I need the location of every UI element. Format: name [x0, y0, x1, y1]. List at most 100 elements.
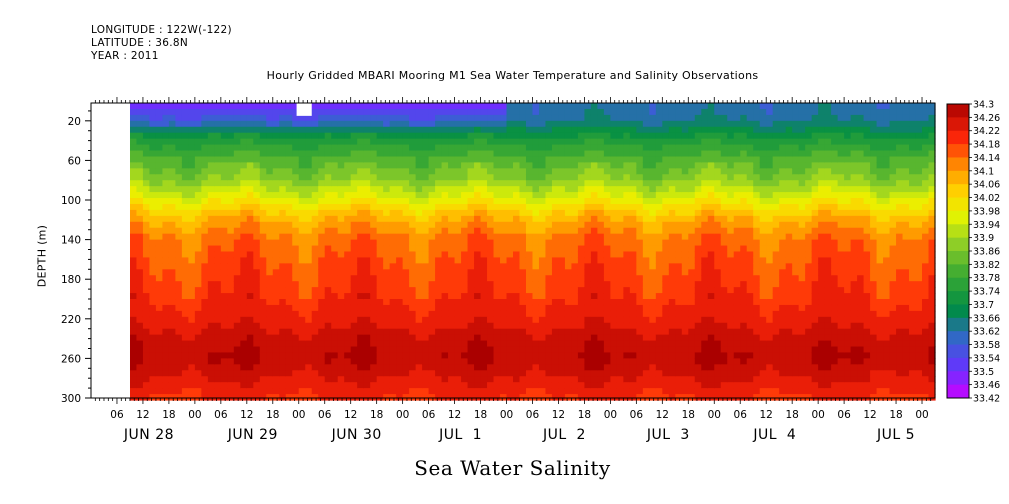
heatmap-cell	[629, 358, 637, 365]
heatmap-cell	[623, 215, 631, 223]
heatmap-cell	[227, 245, 235, 253]
heatmap-cell	[506, 275, 514, 282]
heatmap-cell	[129, 328, 138, 336]
heatmap-cell	[331, 192, 339, 199]
heatmap-cell	[532, 103, 540, 110]
heatmap-cell	[597, 340, 605, 348]
heatmap-cell	[227, 120, 235, 128]
heatmap-cell	[201, 370, 209, 377]
heatmap-cell	[766, 328, 774, 336]
heatmap-cell	[409, 370, 417, 377]
heatmap-cell	[389, 126, 397, 134]
heatmap-cell	[610, 287, 618, 294]
heatmap-cell	[467, 293, 475, 300]
heatmap-cell	[532, 251, 540, 259]
heatmap-cell	[584, 382, 592, 389]
heatmap-cell	[590, 257, 598, 264]
heatmap-cell	[422, 376, 430, 383]
heatmap-cell	[772, 132, 780, 140]
heatmap-cell	[597, 382, 605, 389]
heatmap-cell	[506, 245, 514, 253]
heatmap-cell	[279, 358, 287, 365]
heatmap-cell	[402, 310, 410, 318]
heatmap-cell	[454, 221, 462, 229]
heatmap-cell	[162, 388, 170, 395]
heatmap-cell	[467, 322, 475, 330]
heatmap-cell	[272, 388, 280, 395]
heatmap-cell	[753, 382, 761, 389]
heatmap-cell	[714, 382, 722, 389]
heatmap-cell	[707, 245, 715, 253]
heatmap-cell	[597, 209, 605, 217]
heatmap-cell	[175, 275, 183, 282]
heatmap-cell	[467, 287, 475, 294]
heatmap-cell	[474, 340, 482, 348]
heatmap-cell	[214, 299, 222, 306]
heatmap-cell	[772, 180, 780, 187]
heatmap-cell	[513, 358, 521, 365]
heatmap-cell	[649, 120, 657, 128]
heatmap-cell	[376, 310, 384, 318]
heatmap-cell	[136, 304, 144, 312]
heatmap-cell	[142, 364, 151, 371]
heatmap-cell	[279, 120, 287, 128]
heatmap-cell	[149, 198, 157, 205]
heatmap-cell	[545, 120, 553, 128]
heatmap-cell	[396, 322, 404, 330]
heatmap-cell	[415, 168, 423, 175]
heatmap-cell	[324, 382, 332, 389]
heatmap-cell	[266, 263, 274, 270]
heatmap-cell	[175, 358, 183, 365]
heatmap-cell	[655, 263, 663, 270]
heatmap-cell	[227, 180, 235, 187]
heatmap-cell	[487, 120, 495, 128]
heatmap-cell	[720, 239, 728, 247]
heatmap-cell	[500, 316, 508, 324]
heatmap-cell	[305, 114, 313, 122]
heatmap-cell	[350, 281, 358, 288]
heatmap-cell	[467, 394, 475, 401]
heatmap-cell	[344, 346, 352, 354]
heatmap-cell	[331, 340, 339, 348]
heatmap-cell	[422, 316, 430, 324]
heatmap-cell	[324, 299, 332, 306]
heatmap-cell	[538, 287, 547, 294]
heatmap-cell	[740, 310, 748, 318]
heatmap-cell	[337, 132, 345, 140]
heatmap-cell	[214, 281, 222, 288]
heatmap-cell	[344, 120, 352, 128]
heatmap-cell	[623, 174, 631, 181]
heatmap-cell	[428, 156, 436, 163]
heatmap-cell	[577, 269, 586, 276]
heatmap-cell	[305, 310, 313, 318]
heatmap-cell	[214, 394, 222, 401]
heatmap-cell	[188, 198, 196, 205]
heatmap-cell	[513, 394, 521, 401]
heatmap-cell	[402, 334, 410, 342]
heatmap-cell	[201, 394, 209, 401]
heatmap-cell	[467, 203, 475, 211]
heatmap-cell	[324, 310, 332, 318]
heatmap-cell	[305, 203, 313, 211]
heatmap-cell	[272, 382, 280, 389]
heatmap-cell	[577, 180, 586, 187]
heatmap-cell	[545, 168, 553, 175]
heatmap-cell	[636, 275, 644, 282]
heatmap-cell	[168, 174, 176, 181]
heatmap-cell	[129, 316, 138, 324]
heatmap-cell	[383, 287, 391, 294]
heatmap-cell	[500, 227, 508, 235]
heatmap-cell	[623, 126, 631, 134]
heatmap-cell	[168, 364, 176, 371]
heatmap-cell	[532, 168, 540, 175]
heatmap-cell	[181, 299, 189, 306]
heatmap-cell	[616, 304, 624, 312]
heatmap-cell	[655, 156, 663, 163]
heatmap-cell	[746, 352, 754, 359]
heatmap-cell	[207, 192, 215, 199]
heatmap-cell	[389, 114, 397, 122]
heatmap-cell	[519, 328, 527, 336]
heatmap-cell	[383, 192, 391, 199]
heatmap-cell	[376, 126, 384, 134]
heatmap-cell	[324, 198, 332, 205]
